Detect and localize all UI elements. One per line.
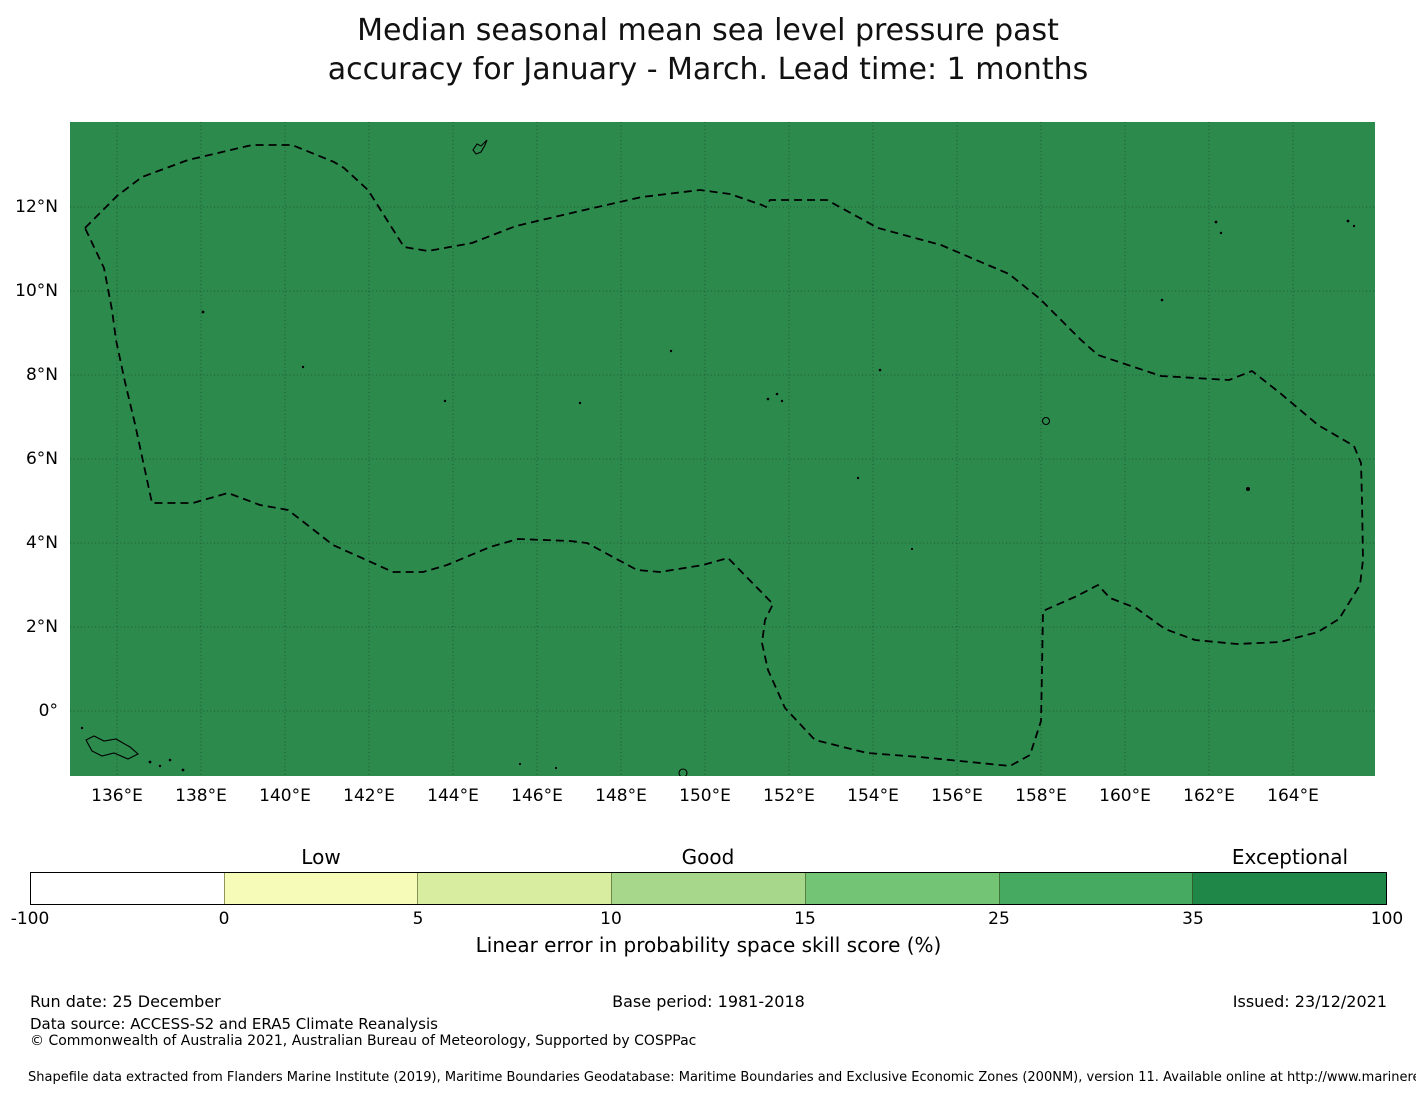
lon-tick-label: 162°E (1183, 786, 1235, 806)
lon-tick-label: 164°E (1267, 786, 1319, 806)
lon-tick-label: 148°E (595, 786, 647, 806)
copyright-text: © Commonwealth of Australia 2021, Austra… (30, 1033, 697, 1049)
colorbar-category-exceptional: Exceptional (1231, 845, 1349, 869)
colorbar-caption: Linear error in probability space skill … (475, 933, 942, 957)
colorbar-tick: 15 (794, 909, 816, 929)
lon-tick-label: 136°E (91, 786, 143, 806)
data-source-text: Data source: ACCESS-S2 and ERA5 Climate … (30, 1015, 438, 1033)
colorbar-tick: 25 (988, 909, 1010, 929)
colorbar (30, 872, 1387, 905)
island-pohnpei-coastline (1041, 416, 1051, 426)
run-date-text: Run date: 25 December (30, 992, 221, 1011)
lon-tick-label: 152°E (763, 786, 815, 806)
island-new-ireland-tip (678, 768, 688, 776)
lon-tick-label: 154°E (847, 786, 899, 806)
colorbar-tick: 100 (1370, 909, 1404, 929)
base-period-text: Base period: 1981-2018 (612, 992, 805, 1011)
colorbar-tick: 35 (1182, 909, 1204, 929)
lon-tick-label: 142°E (343, 786, 395, 806)
figure-title-line-2: accuracy for January - March. Lead time:… (327, 52, 1089, 87)
colorbar-segment (31, 873, 224, 904)
lon-tick-label: 144°E (427, 786, 479, 806)
lat-tick-label: 8°N (25, 365, 58, 385)
lon-tick-label: 160°E (1099, 786, 1151, 806)
colorbar-category-good: Good (681, 845, 735, 869)
map-canvas (70, 122, 1375, 776)
eez-boundary (84, 144, 1364, 767)
lon-tick-label: 146°E (511, 786, 563, 806)
lat-tick-label: 4°N (25, 533, 58, 553)
island-admiralty-coastline (85, 735, 139, 760)
lon-tick-label: 158°E (1015, 786, 1067, 806)
colorbar-tick: 10 (600, 909, 622, 929)
lon-tick-label: 156°E (931, 786, 983, 806)
colorbar-tick: -100 (10, 909, 50, 929)
lat-tick-label: 2°N (25, 617, 58, 637)
figure-title-line-1: Median seasonal mean sea level pressure … (357, 13, 1059, 48)
colorbar-segment (1192, 873, 1387, 904)
island-guam-coastline (472, 139, 488, 155)
lon-tick-label: 150°E (679, 786, 731, 806)
lat-tick-label: 0° (38, 701, 58, 721)
colorbar-tick: 0 (218, 909, 230, 929)
issued-text: Issued: 23/12/2021 (1232, 992, 1387, 1011)
lat-tick-label: 6°N (25, 449, 58, 469)
colorbar-tick: 5 (412, 909, 424, 929)
colorbar-segment (804, 873, 999, 904)
colorbar-segment (998, 873, 1193, 904)
lon-tick-label: 140°E (259, 786, 311, 806)
map-background (70, 122, 1375, 776)
colorbar-segment (417, 873, 612, 904)
island-dots (80, 219, 1356, 772)
lat-tick-label: 12°N (15, 197, 58, 217)
colorbar-segment (223, 873, 418, 904)
colorbar-segment (611, 873, 805, 904)
shapefile-note: Shapefile data extracted from Flanders M… (28, 1070, 1416, 1085)
lat-tick-label: 10°N (15, 281, 58, 301)
lon-tick-label: 138°E (175, 786, 227, 806)
colorbar-category-low: Low (301, 845, 341, 869)
graticule-parallels (70, 206, 1375, 712)
